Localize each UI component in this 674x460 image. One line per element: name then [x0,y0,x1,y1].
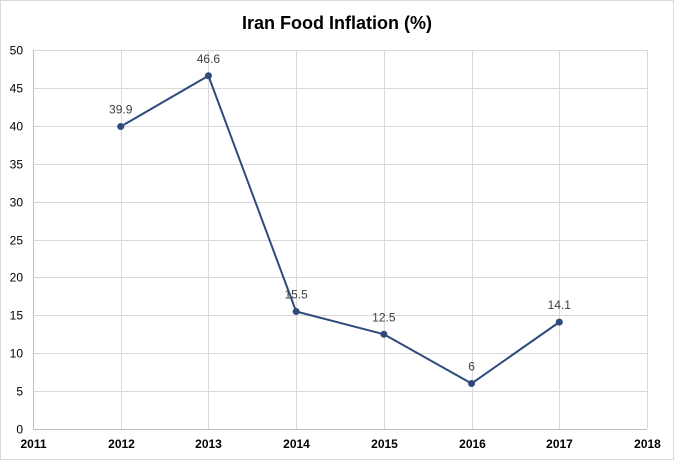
x-tick-label: 2015 [371,437,398,451]
y-tick-label: 45 [10,82,24,96]
x-tick-label: 2012 [108,437,135,451]
x-tick-label: 2011 [20,437,46,451]
x-tick-label: 2013 [195,437,222,451]
y-tick-label: 5 [16,385,23,399]
data-point [204,72,212,80]
y-tick-label: 20 [10,271,24,285]
y-tick-label: 35 [10,158,24,172]
data-label: 39.9 [109,103,133,117]
x-tick-label: 2018 [634,437,661,451]
y-tick-label: 25 [10,234,24,248]
x-tick-label: 2016 [459,437,486,451]
data-point [468,380,476,388]
x-tick-label: 2014 [283,437,310,451]
data-label: 46.6 [197,52,221,66]
data-label: 15.5 [284,288,308,302]
y-tick-label: 15 [10,309,24,323]
chart-title: Iran Food Inflation (%) [242,13,432,33]
series-line [120,74,560,385]
data-point [117,123,125,131]
data-label: 12.5 [372,310,396,324]
y-tick-label: 0 [16,423,23,437]
y-tick-label: 40 [10,120,24,134]
data-label: 6 [468,360,475,374]
data-label: 14.1 [548,298,572,312]
data-point [555,318,563,326]
y-tick-label: 10 [10,347,24,361]
data-point [380,330,388,338]
data-point [292,308,300,316]
x-tick-label: 2017 [546,437,573,451]
y-tick-label: 50 [10,44,24,58]
y-tick-label: 30 [10,196,24,210]
